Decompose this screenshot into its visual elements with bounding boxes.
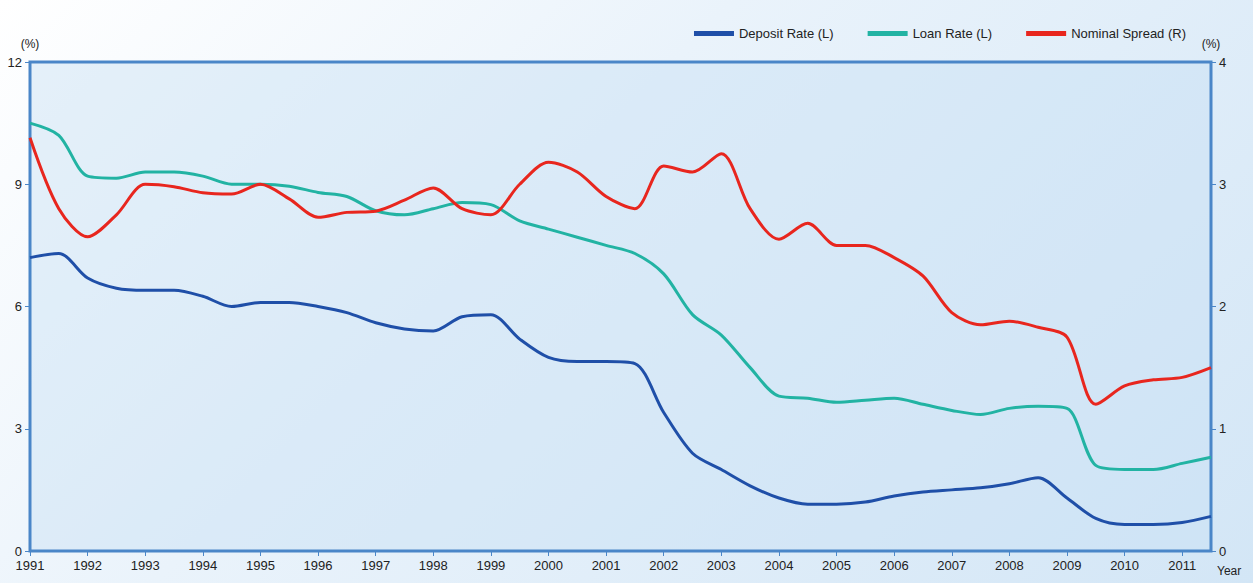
svg-text:2004: 2004 (764, 558, 793, 573)
svg-text:1993: 1993 (131, 558, 160, 573)
svg-text:Loan Rate (L): Loan Rate (L) (913, 26, 993, 41)
svg-text:2001: 2001 (592, 558, 621, 573)
svg-text:(%): (%) (1202, 37, 1221, 51)
svg-text:0: 0 (15, 544, 22, 559)
svg-text:1996: 1996 (304, 558, 333, 573)
svg-text:6: 6 (15, 299, 22, 314)
svg-text:1994: 1994 (188, 558, 217, 573)
svg-text:2008: 2008 (995, 558, 1024, 573)
svg-text:12: 12 (8, 55, 22, 70)
svg-text:2002: 2002 (649, 558, 678, 573)
svg-text:2007: 2007 (937, 558, 966, 573)
svg-text:Deposit Rate (L): Deposit Rate (L) (739, 26, 834, 41)
svg-text:4: 4 (1219, 55, 1226, 70)
svg-text:2005: 2005 (822, 558, 851, 573)
svg-text:2003: 2003 (707, 558, 736, 573)
svg-text:2010: 2010 (1110, 558, 1139, 573)
svg-text:3: 3 (1219, 177, 1226, 192)
svg-text:Year: Year (1217, 564, 1241, 578)
svg-text:Nominal Spread (R): Nominal Spread (R) (1071, 26, 1186, 41)
svg-text:(%): (%) (21, 37, 40, 51)
svg-text:3: 3 (15, 421, 22, 436)
svg-text:2000: 2000 (534, 558, 563, 573)
svg-text:2006: 2006 (880, 558, 909, 573)
svg-text:2: 2 (1219, 299, 1226, 314)
svg-text:1997: 1997 (361, 558, 390, 573)
svg-text:1991: 1991 (16, 558, 45, 573)
svg-text:1995: 1995 (246, 558, 275, 573)
svg-text:1: 1 (1219, 421, 1226, 436)
svg-text:1998: 1998 (419, 558, 448, 573)
svg-text:2011: 2011 (1168, 558, 1196, 573)
svg-text:9: 9 (15, 177, 22, 192)
svg-text:2009: 2009 (1053, 558, 1082, 573)
svg-text:1999: 1999 (476, 558, 505, 573)
svg-text:1992: 1992 (73, 558, 102, 573)
svg-text:0: 0 (1219, 544, 1226, 559)
